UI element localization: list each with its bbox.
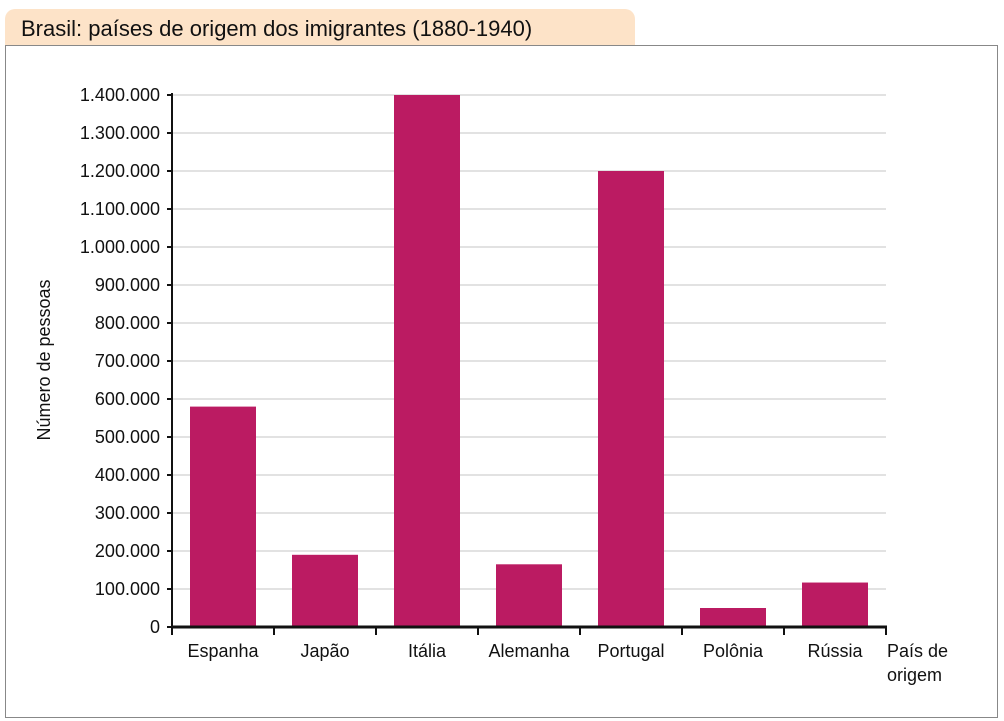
y-tick-label: 500.000 <box>95 427 160 447</box>
x-tick-label: Espanha <box>187 641 259 661</box>
y-tick-label: 100.000 <box>95 579 160 599</box>
chart-title-tab: Brasil: países de origem dos imigrantes … <box>5 9 635 46</box>
y-tick-label: 400.000 <box>95 465 160 485</box>
x-tick-label: Portugal <box>597 641 664 661</box>
y-tick-label: 200.000 <box>95 541 160 561</box>
x-tick-label: Rússia <box>807 641 863 661</box>
y-tick-label: 600.000 <box>95 389 160 409</box>
y-tick-label: 1.400.000 <box>80 85 160 105</box>
bar-japão <box>292 554 358 627</box>
chart-frame <box>5 45 998 718</box>
bar-alemanha <box>496 564 562 627</box>
y-tick-label: 300.000 <box>95 503 160 523</box>
x-tick-label: Japão <box>300 641 349 661</box>
y-tick-label: 1.300.000 <box>80 123 160 143</box>
y-tick-label: 900.000 <box>95 275 160 295</box>
bar-itália <box>394 95 460 627</box>
bar-polônia <box>700 608 766 627</box>
y-tick-label: 800.000 <box>95 313 160 333</box>
x-tick-label: Polônia <box>703 641 764 661</box>
chart-title: Brasil: países de origem dos imigrantes … <box>21 16 533 41</box>
x-tick-label: Alemanha <box>488 641 570 661</box>
bar-espanha <box>190 406 256 627</box>
y-tick-label: 700.000 <box>95 351 160 371</box>
y-tick-label: 1.000.000 <box>80 237 160 257</box>
y-tick-label: 0 <box>150 617 160 637</box>
bar-portugal <box>598 171 664 627</box>
y-axis-label: Número de pessoas <box>34 279 54 440</box>
x-axis-label: País de origem <box>887 641 948 685</box>
x-tick-label: Itália <box>408 641 447 661</box>
bar-rússia <box>802 582 868 627</box>
y-tick-label: 1.100.000 <box>80 199 160 219</box>
y-tick-label: 1.200.000 <box>80 161 160 181</box>
